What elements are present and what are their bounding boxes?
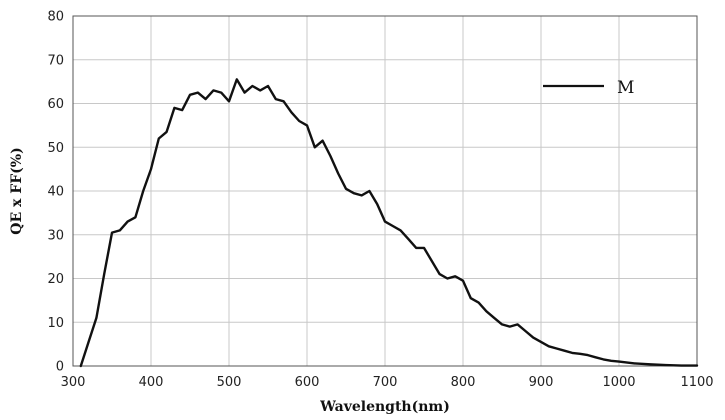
x-tick-label-800: 800 [451,375,476,390]
y-tick-label-20: 20 [47,272,64,287]
x-tick-label-600: 600 [295,375,320,390]
series-line-m [79,78,699,368]
x-tick-label-500: 500 [217,375,242,390]
plot-frame [72,15,698,367]
series [79,78,699,368]
grid [72,15,698,367]
x-tick-label-900: 900 [529,375,554,390]
y-tick-label-10: 10 [47,316,64,331]
x-tick-label-400: 400 [139,375,164,390]
y-tick-label-70: 70 [47,53,64,68]
y-tick-label-40: 40 [47,185,64,200]
y-tick-label-60: 60 [47,97,64,112]
legend-label-m: M [617,78,634,98]
x-axis-title: Wavelength(nm) [319,399,450,415]
x-tick-label-1100: 1100 [680,375,713,390]
x-tick-label-1000: 1000 [602,375,635,390]
y-tick-label-30: 30 [47,228,64,243]
legend: M [543,78,634,98]
y-tick-label-0: 0 [56,360,64,375]
tick-labels: 300 400 500 600 700 800 900 1000 1100 0 10 20 30 40 50… [47,10,713,391]
x-tick-label-300: 300 [61,375,86,390]
y-tick-label-80: 80 [47,10,64,25]
x-tick-label-700: 700 [373,375,398,390]
y-axis-title: QE x FF(%) [9,147,25,234]
y-tick-label-50: 50 [47,141,64,156]
